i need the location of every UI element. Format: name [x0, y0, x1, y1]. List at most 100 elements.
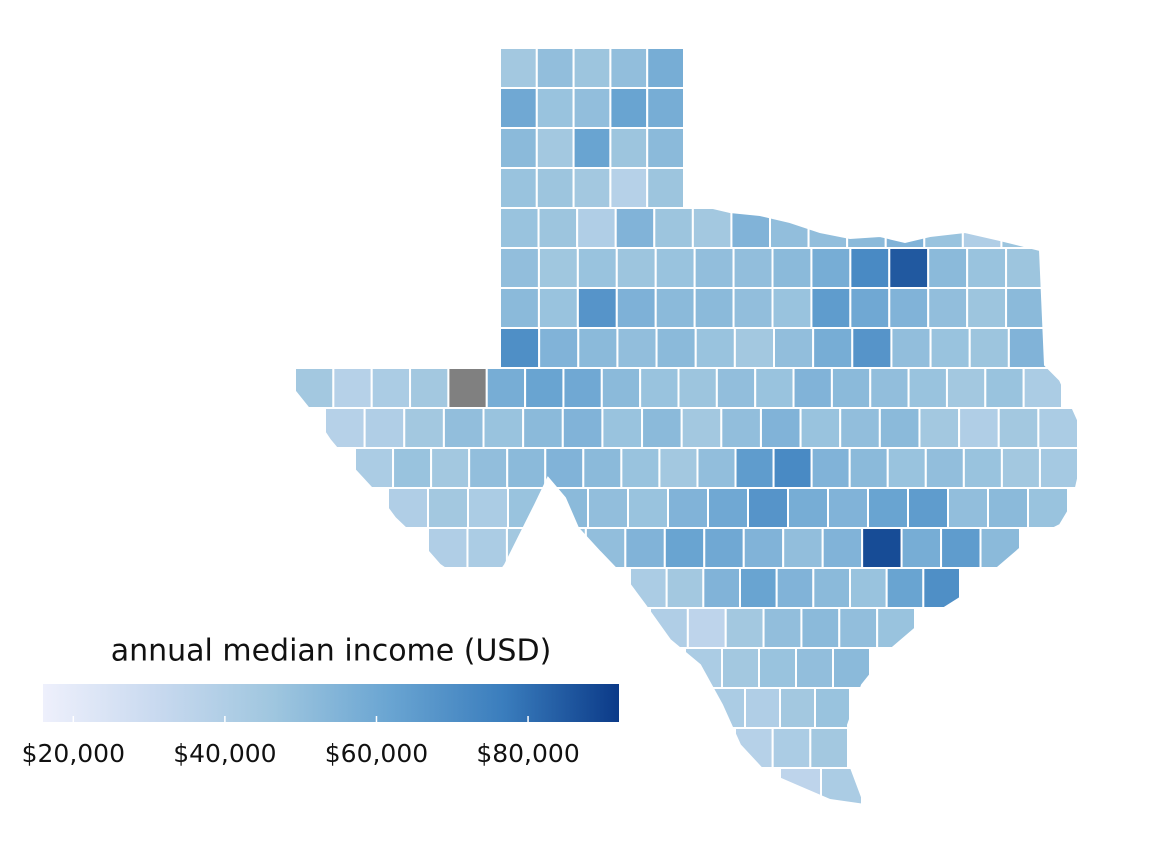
county: [907, 487, 949, 529]
county: [849, 287, 891, 329]
county: [1005, 247, 1046, 289]
county: [721, 647, 760, 689]
county: [947, 487, 989, 529]
county: [499, 287, 540, 329]
county: [667, 487, 709, 529]
county: [1037, 407, 1079, 449]
county: [691, 207, 733, 249]
county: [663, 527, 706, 569]
county: [720, 407, 762, 449]
county: [499, 167, 538, 209]
county: [885, 567, 925, 609]
county: [572, 87, 612, 129]
county: [702, 567, 741, 609]
county: [782, 527, 824, 569]
county: [839, 407, 881, 449]
county: [762, 607, 803, 649]
county: [499, 127, 538, 169]
county: [354, 447, 395, 489]
county: [561, 407, 604, 449]
county: [387, 487, 429, 529]
legend-title: annual median income (USD): [111, 634, 552, 669]
county: [370, 367, 412, 409]
county: [609, 127, 649, 169]
county: [703, 527, 745, 569]
county: [754, 367, 795, 409]
county: [468, 447, 509, 489]
county: [646, 167, 686, 209]
county: [997, 407, 1040, 449]
county-layer: [294, 48, 1080, 805]
county: [987, 487, 1029, 529]
county: [734, 447, 775, 489]
county: [846, 207, 887, 249]
county: [1007, 327, 1049, 369]
county: [620, 447, 661, 489]
county: [876, 607, 917, 649]
county: [609, 167, 649, 209]
county: [584, 527, 627, 569]
county: [363, 407, 406, 449]
county: [467, 487, 509, 529]
county: [499, 48, 538, 89]
county: [641, 407, 683, 449]
county: [886, 447, 927, 489]
county: [646, 87, 686, 129]
county: [810, 447, 851, 489]
county: [830, 367, 872, 409]
county: [466, 527, 508, 569]
county: [627, 487, 669, 529]
county: [888, 287, 930, 329]
county: [499, 207, 540, 249]
county: [576, 247, 618, 289]
county: [649, 607, 689, 649]
county: [693, 287, 735, 329]
county: [869, 367, 910, 409]
county: [732, 247, 774, 289]
county: [693, 247, 735, 289]
county: [923, 207, 964, 249]
county: [409, 367, 450, 409]
county: [658, 447, 699, 489]
county: [966, 247, 1008, 289]
county: [888, 247, 930, 289]
county: [538, 327, 580, 369]
county: [984, 367, 1025, 409]
state-border: [278, 47, 1082, 807]
county: [654, 247, 696, 289]
county: [615, 287, 657, 329]
county: [482, 407, 525, 449]
county: [646, 48, 686, 89]
county: [332, 367, 373, 409]
county: [646, 127, 686, 169]
county: [485, 367, 527, 409]
county: [795, 647, 834, 689]
county: [771, 287, 813, 329]
county: [572, 167, 612, 209]
county: [849, 247, 891, 289]
county: [979, 527, 1021, 569]
county: [958, 407, 1000, 449]
county: [572, 127, 612, 169]
county: [694, 327, 736, 369]
county: [945, 367, 987, 409]
county: [878, 407, 921, 449]
county: [680, 407, 723, 449]
county: [499, 87, 538, 129]
legend-tick-label: $80,000: [476, 739, 579, 768]
county: [677, 367, 718, 409]
county: [799, 407, 842, 449]
county: [572, 48, 612, 89]
county: [582, 447, 623, 489]
county: [1000, 447, 1041, 489]
county: [614, 207, 656, 249]
legend-tick-label: $40,000: [173, 739, 276, 768]
county: [537, 247, 579, 289]
county: [576, 287, 618, 329]
county: [779, 687, 816, 729]
county: [587, 487, 629, 529]
county: [742, 527, 785, 569]
county: [547, 487, 589, 529]
